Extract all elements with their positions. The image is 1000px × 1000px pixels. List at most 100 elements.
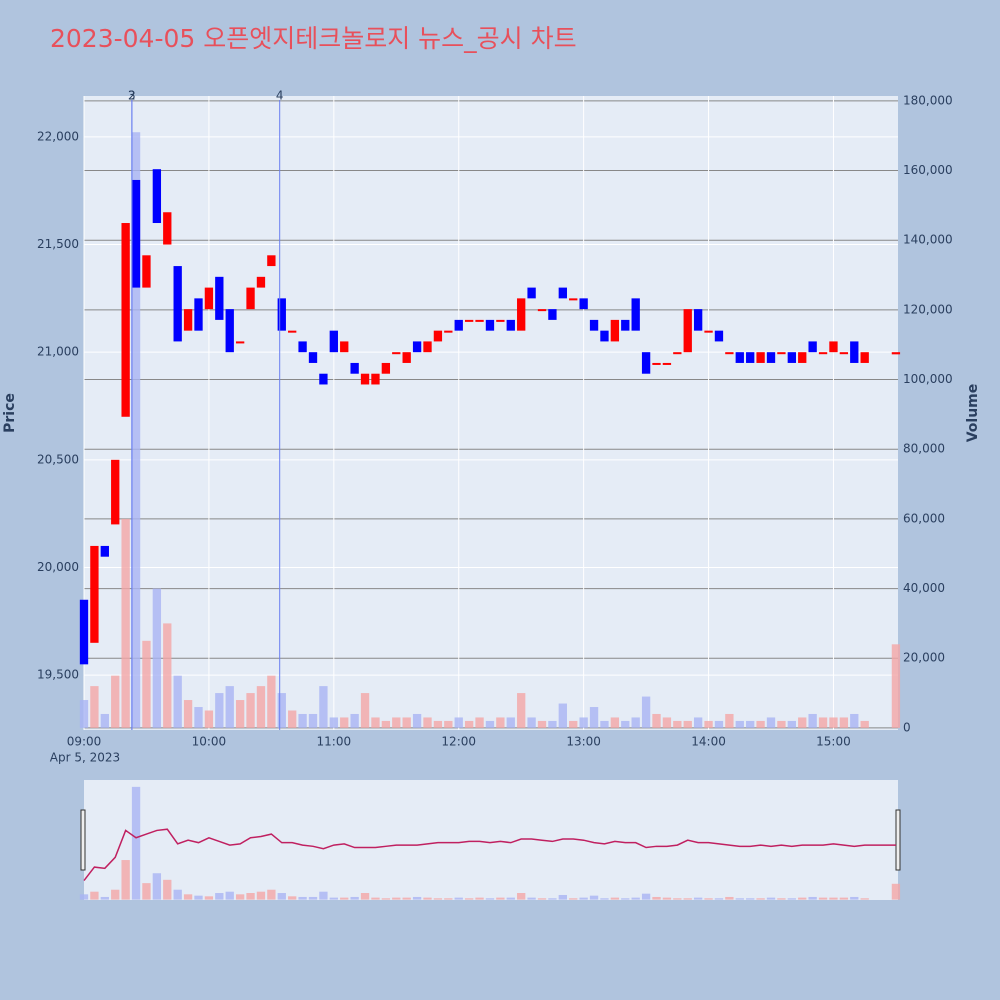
- volume-bar: [360, 693, 370, 728]
- slider-volume-bar: [423, 897, 432, 900]
- y2-tick-label: 0: [903, 720, 911, 734]
- y2-tick-label: 60,000: [903, 511, 945, 525]
- slider-volume-bar: [798, 897, 807, 900]
- slider-volume-bar: [704, 898, 713, 900]
- slider-volume-bar: [621, 898, 630, 900]
- candle: [90, 545, 99, 643]
- y-tick-label: 21,500: [37, 237, 79, 251]
- candle: [517, 298, 526, 331]
- candle: [267, 255, 276, 267]
- slider-volume-bar: [860, 898, 869, 900]
- volume-bar: [121, 518, 130, 728]
- volume-bar: [444, 720, 453, 728]
- slider-volume-bar: [693, 897, 703, 900]
- x-tick-label: 14:00: [691, 735, 726, 749]
- slider-volume-bar: [631, 897, 640, 900]
- candle: [319, 373, 328, 385]
- range-slider[interactable]: [84, 780, 898, 900]
- annotation-label: 3: [128, 89, 136, 103]
- volume-bar: [704, 720, 713, 728]
- volume-bar: [277, 693, 286, 728]
- slider-volume-bar: [766, 897, 776, 900]
- slider-volume-bar: [163, 879, 172, 900]
- candle: [558, 287, 567, 299]
- volume-bar: [787, 720, 796, 728]
- candle: [215, 276, 224, 320]
- y2-tick-label: 140,000: [903, 233, 953, 247]
- volume-bar: [163, 623, 172, 728]
- candle: [735, 352, 744, 363]
- volume-bar: [610, 717, 620, 728]
- volume-bar: [662, 717, 672, 728]
- volume-bar: [288, 710, 297, 728]
- plot-area: [84, 96, 898, 730]
- slider-volume-bar: [215, 893, 224, 900]
- candle: [766, 352, 776, 363]
- slider-volume-bar: [360, 893, 370, 900]
- slider-volume-bar: [267, 889, 276, 900]
- volume-bar: [652, 713, 661, 728]
- volume-bar: [267, 675, 276, 728]
- slider-volume-bar: [381, 898, 391, 900]
- candle: [725, 352, 734, 355]
- slider-volume-bar: [506, 897, 515, 900]
- volume-bar: [485, 720, 495, 728]
- candle: [340, 341, 349, 353]
- slider-volume-bar: [735, 898, 744, 900]
- y-tick-label: 20,500: [37, 452, 79, 466]
- candle: [152, 169, 162, 224]
- candle: [641, 352, 651, 374]
- volume-bar: [683, 720, 692, 728]
- slider-volume-bar: [517, 893, 526, 900]
- slider-volume-bar: [548, 898, 557, 900]
- slider-volume-bar: [558, 894, 567, 900]
- slider-handle[interactable]: [80, 809, 86, 871]
- slider-volume-bar: [527, 897, 536, 900]
- candle: [381, 362, 391, 374]
- y-tick-label: 19,500: [37, 668, 79, 682]
- volume-bar: [111, 675, 120, 728]
- slider-volume-bar: [235, 894, 245, 900]
- volume-bar: [631, 717, 640, 728]
- slider-volume-bar: [485, 898, 495, 900]
- slider-volume-bar: [79, 894, 89, 900]
- slider-volume-bar: [256, 891, 266, 900]
- candle: [527, 287, 536, 299]
- candle: [787, 352, 796, 363]
- candle: [121, 223, 130, 417]
- volume-bar: [402, 717, 411, 728]
- candle: [662, 362, 672, 365]
- x-tick-label: 13:00: [566, 735, 601, 749]
- slider-volume-bar: [288, 896, 297, 900]
- slider-volume-bar: [746, 898, 755, 900]
- candle: [142, 255, 151, 288]
- slider-volume-bar: [204, 896, 214, 900]
- candle: [569, 298, 578, 301]
- candle: [246, 287, 255, 310]
- volume-bar: [371, 717, 380, 728]
- volume-bar: [340, 717, 349, 728]
- x-tick-label: 11:00: [317, 735, 352, 749]
- slider-volume-bar: [444, 898, 453, 900]
- slider-volume-bar: [714, 898, 724, 900]
- volume-bar: [517, 693, 526, 728]
- slider-handle[interactable]: [895, 809, 901, 871]
- candle: [496, 319, 505, 322]
- volume-bar: [891, 644, 901, 728]
- candle: [412, 341, 422, 353]
- slider-volume-bar: [392, 897, 401, 900]
- slider-volume-bar: [412, 896, 422, 900]
- x-tick-label: 09:00: [67, 735, 102, 749]
- volume-bar: [673, 720, 682, 728]
- volume-bar: [537, 720, 547, 728]
- slider-volume-bar: [475, 897, 484, 900]
- volume-bar: [850, 713, 859, 728]
- candle: [506, 319, 515, 331]
- slider-volume-bar: [808, 896, 817, 900]
- volume-bar: [90, 686, 99, 728]
- annotation-label: 4: [276, 89, 284, 103]
- candle: [589, 319, 599, 331]
- y2-tick-label: 40,000: [903, 581, 945, 595]
- volume-bar: [246, 693, 255, 728]
